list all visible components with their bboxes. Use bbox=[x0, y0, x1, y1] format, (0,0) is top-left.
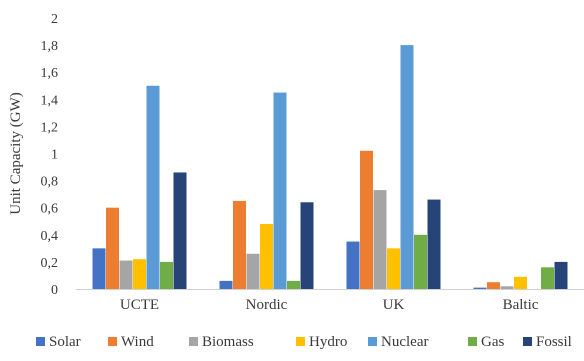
bar-gas-uk bbox=[414, 234, 427, 289]
bar-fossil-baltic bbox=[554, 261, 568, 289]
bar-solar-uk bbox=[346, 241, 360, 289]
bar-biomass-uk bbox=[373, 190, 387, 289]
legend-swatch bbox=[523, 337, 532, 346]
y-tick-label: 1,2 bbox=[41, 120, 59, 135]
bar-hydro-ucte bbox=[133, 259, 146, 289]
legend-swatch bbox=[108, 337, 117, 346]
bar-wind-baltic bbox=[487, 282, 500, 289]
y-tick-label: 2 bbox=[51, 12, 58, 27]
legend-item-biomass: Biomass bbox=[189, 334, 254, 350]
legend-label: Solar bbox=[49, 334, 81, 350]
bars-group bbox=[92, 45, 568, 289]
y-tick-label: 1 bbox=[51, 148, 58, 163]
legend-label: Biomass bbox=[202, 334, 254, 350]
legend-swatch bbox=[189, 337, 198, 346]
bar-hydro-baltic bbox=[514, 276, 527, 289]
y-axis-ticks: 0 0,2 0,4 0,6 0,8 1 1,2 1,4 1,6 1,8 2 bbox=[41, 12, 59, 298]
y-tick-label: 0,8 bbox=[41, 175, 59, 190]
x-category-label: UCTE bbox=[120, 297, 159, 313]
y-tick-label: 1,8 bbox=[41, 39, 59, 54]
legend-item-fossil: Fossil bbox=[523, 334, 572, 350]
legend-swatch bbox=[468, 337, 477, 346]
legend-item-wind: Wind bbox=[108, 334, 154, 350]
legend-swatch bbox=[368, 337, 377, 346]
bar-wind-uk bbox=[360, 150, 373, 289]
y-axis-title: Unit Capacity (GW) bbox=[8, 92, 24, 214]
bar-gas-nordic bbox=[287, 280, 300, 289]
legend-item-nuclear: Nuclear bbox=[368, 334, 428, 350]
bar-fossil-uk bbox=[427, 199, 441, 289]
bar-fossil-nordic bbox=[300, 202, 314, 289]
legend-label: Nuclear bbox=[381, 334, 428, 350]
bar-solar-nordic bbox=[219, 280, 233, 289]
bar-solar-ucte bbox=[92, 248, 106, 289]
legend-swatch bbox=[296, 337, 305, 346]
bar-biomass-ucte bbox=[119, 260, 133, 289]
bar-biomass-baltic bbox=[500, 286, 514, 289]
bar-nuclear-uk bbox=[400, 45, 414, 289]
legend-item-hydro: Hydro bbox=[296, 334, 347, 350]
y-tick-label: 0,2 bbox=[41, 256, 59, 271]
legend-label: Wind bbox=[121, 334, 154, 350]
y-tick-label: 1,4 bbox=[41, 93, 59, 108]
bar-hydro-nordic bbox=[260, 223, 273, 289]
x-category-label: Nordic bbox=[246, 297, 288, 313]
legend: Solar Wind Biomass Hydro Nuclear Gas Fossil bbox=[36, 334, 572, 350]
x-category-label: Baltic bbox=[503, 297, 539, 313]
legend-item-gas: Gas bbox=[468, 334, 504, 350]
bar-fossil-ucte bbox=[173, 172, 187, 289]
y-tick-label: 0,4 bbox=[41, 229, 59, 244]
legend-item-solar: Solar bbox=[36, 334, 81, 350]
bar-nuclear-nordic bbox=[273, 92, 287, 289]
bar-wind-ucte bbox=[106, 207, 119, 289]
y-tick-label: 1,6 bbox=[41, 66, 59, 81]
bar-biomass-nordic bbox=[246, 253, 260, 289]
y-tick-label: 0,6 bbox=[41, 202, 59, 217]
legend-label: Gas bbox=[481, 334, 504, 350]
y-tick-label: 0 bbox=[51, 283, 58, 298]
x-axis-category-labels: UCTE Nordic UK Baltic bbox=[120, 297, 539, 313]
bar-gas-baltic bbox=[541, 267, 554, 289]
legend-label: Hydro bbox=[309, 334, 347, 350]
bar-solar-baltic bbox=[473, 287, 487, 289]
legend-swatch bbox=[36, 337, 45, 346]
bar-hydro-uk bbox=[387, 248, 400, 289]
bar-gas-ucte bbox=[160, 261, 173, 289]
bar-nuclear-ucte bbox=[146, 85, 160, 289]
bar-wind-nordic bbox=[233, 200, 246, 289]
legend-label: Fossil bbox=[536, 334, 572, 350]
x-category-label: UK bbox=[383, 297, 405, 313]
